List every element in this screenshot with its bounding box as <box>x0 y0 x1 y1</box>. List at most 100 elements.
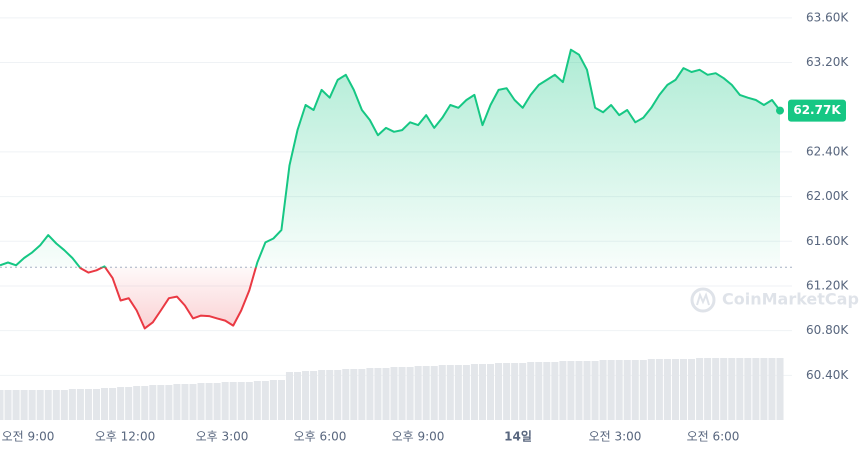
volume-bar <box>422 366 430 420</box>
y-tick-label: 62.40K <box>806 144 849 158</box>
volume-bar <box>728 358 736 420</box>
x-tick-label: 오후 12:00 <box>95 430 155 444</box>
volume-bar <box>76 389 84 420</box>
volume-bar <box>623 360 631 420</box>
volume-bar <box>117 387 125 420</box>
volume-bar <box>503 363 511 420</box>
volume-bar <box>607 360 615 420</box>
watermark: CoinMarketCap <box>690 287 859 313</box>
volume-bar <box>197 383 205 420</box>
volume-bar <box>454 365 462 420</box>
volume-bar <box>165 385 173 420</box>
volume-bar <box>599 360 607 420</box>
price-area <box>0 49 780 329</box>
volume-bar <box>519 363 527 420</box>
volume-bar <box>446 365 454 420</box>
volume-bar <box>326 370 334 420</box>
volume-bar <box>221 382 229 420</box>
volume-bar <box>277 380 285 420</box>
volume-bar <box>157 385 165 420</box>
price-line <box>0 48 781 330</box>
volume-bar <box>101 388 109 420</box>
volume-bar <box>663 359 671 420</box>
y-tick-label: 63.20K <box>806 55 849 69</box>
volume-bar <box>591 361 599 420</box>
volume-bar <box>213 383 221 420</box>
volume-bar <box>438 365 446 420</box>
volume-bar <box>655 359 663 420</box>
volume-bar <box>269 380 277 420</box>
volume-bar <box>478 364 486 420</box>
y-tick-label: 61.60K <box>806 234 849 248</box>
volume-bar <box>430 366 438 420</box>
volume-bar <box>462 365 470 420</box>
volume-bar <box>583 361 591 420</box>
volume-bar <box>527 362 535 420</box>
volume-bar <box>350 369 358 420</box>
volume-bar <box>696 358 704 420</box>
volume-bar <box>398 367 406 420</box>
volume-bar <box>406 367 414 420</box>
volume-bar <box>149 385 157 420</box>
volume-bar <box>20 390 28 420</box>
volume-bar <box>125 387 133 420</box>
volume-bar <box>141 386 149 420</box>
volume-bar <box>744 358 752 420</box>
volume-bar <box>679 359 688 420</box>
volume-bar <box>776 358 784 420</box>
volume-bar <box>768 358 776 420</box>
volume-bar <box>551 362 559 420</box>
x-tick-label: 오전 6:00 <box>687 430 740 444</box>
last-price-dot <box>776 106 784 115</box>
volume-bar <box>334 370 342 420</box>
x-tick-label: 오전 9:00 <box>2 430 55 444</box>
volume-bar <box>671 359 679 420</box>
volume-bar <box>4 390 12 420</box>
volume-bar <box>704 358 712 420</box>
y-tick-label: 60.80K <box>806 323 849 337</box>
volume-bar <box>366 368 374 420</box>
volume-bar <box>12 390 20 420</box>
watermark-text: CoinMarketCap <box>722 290 859 309</box>
volume-bar <box>390 367 398 420</box>
volume-bar <box>245 382 253 420</box>
volume-bar <box>310 371 318 420</box>
last-price-label: 62.77K <box>793 103 841 117</box>
volume-bar <box>253 381 261 420</box>
volume-bar <box>752 358 760 420</box>
volume-bar <box>237 382 245 420</box>
volume-bar <box>261 381 269 420</box>
volume-bar <box>760 358 768 420</box>
volume-bar <box>470 364 478 420</box>
volume-bar <box>511 363 519 420</box>
volume-bar <box>92 389 101 420</box>
volume-bar <box>52 390 60 420</box>
volume-bar <box>181 384 189 420</box>
volume-bar <box>60 390 68 420</box>
volume-bar <box>109 388 117 420</box>
volume-bar <box>229 382 237 420</box>
volume-bar <box>495 363 503 420</box>
x-tick-label: 오후 9:00 <box>392 430 445 444</box>
volume-bar <box>535 362 543 420</box>
volume-bar <box>712 358 720 420</box>
volume-bar <box>173 384 181 420</box>
volume-bar <box>84 389 92 420</box>
volume-bar <box>28 390 36 420</box>
y-tick-label: 62.00K <box>806 189 849 203</box>
volume-bar <box>36 390 44 420</box>
volume-bar <box>567 361 575 420</box>
volume-bar <box>133 386 141 420</box>
y-tick-label: 63.60K <box>806 10 849 24</box>
volume-bar <box>639 360 647 420</box>
volume-bar <box>294 372 302 420</box>
volume-bar <box>342 369 350 420</box>
volume-bar <box>189 384 197 420</box>
volume-bar <box>543 362 551 420</box>
y-tick-label: 61.20K <box>806 278 849 292</box>
x-tick-label: 오후 6:00 <box>294 430 347 444</box>
volume-bar <box>647 359 655 420</box>
volume-bar <box>205 383 213 420</box>
x-tick-label: 오후 3:00 <box>196 430 249 444</box>
